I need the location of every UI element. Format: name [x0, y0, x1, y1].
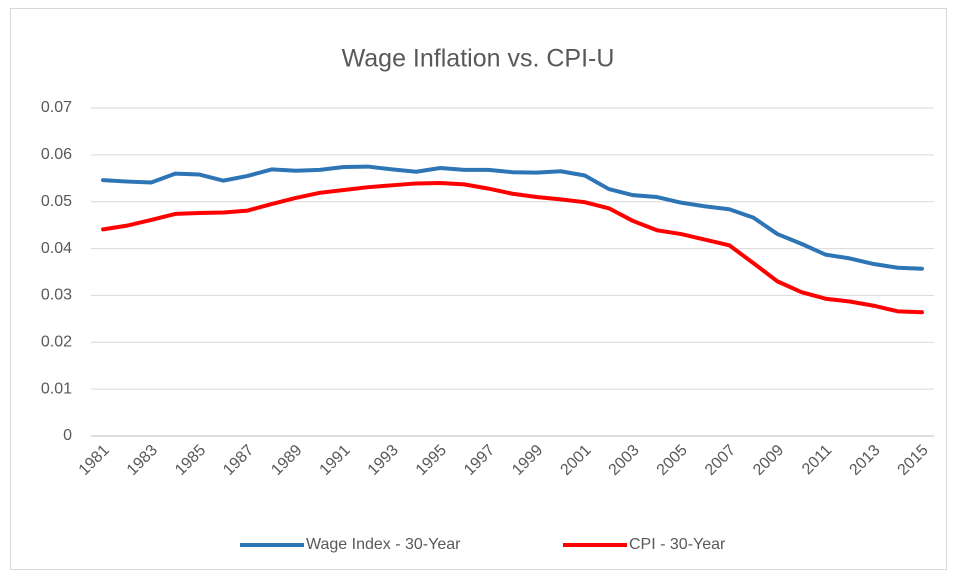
y-tick-label: 0.02 [41, 334, 72, 351]
y-tick-label: 0.07 [41, 99, 72, 116]
y-tick-label: 0.06 [41, 146, 72, 163]
y-tick-label: 0.04 [41, 240, 72, 257]
series-line [101, 180, 924, 315]
chart-border [10, 8, 947, 570]
series-line [101, 164, 924, 271]
y-tick-label: 0.01 [41, 380, 72, 397]
legend-label: CPI - 30-Year [629, 536, 726, 553]
chart-title: Wage Inflation vs. CPI-U [342, 45, 615, 73]
y-tick-label: 0.05 [41, 193, 72, 210]
legend-label: Wage Index - 30-Year [306, 536, 461, 553]
y-tick-label: 0.03 [41, 287, 72, 304]
y-tick-label: 0 [63, 427, 72, 444]
